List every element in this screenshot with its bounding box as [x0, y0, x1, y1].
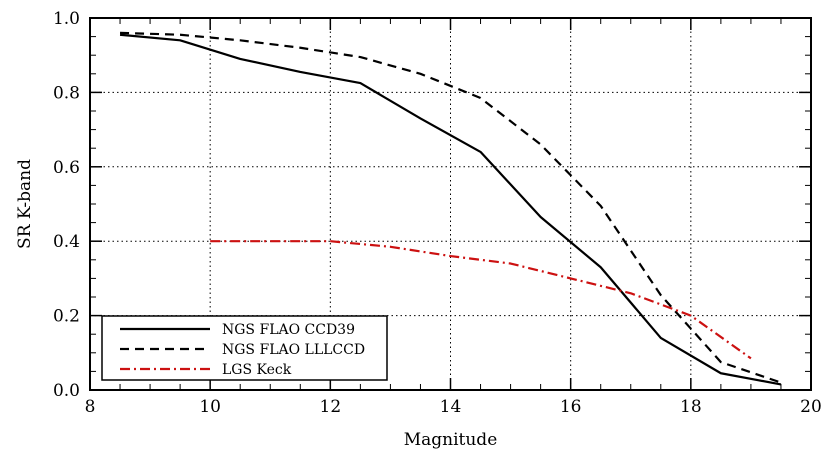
x-tick-label: 16 — [560, 397, 582, 417]
y-tick-label: 0.2 — [53, 307, 80, 327]
tick-labels: 8 10 12 14 16 18 20 0.0 0.2 0.4 0.6 0.8 1.0 — [53, 9, 822, 417]
series-line-1 — [119, 33, 782, 386]
grid-lines — [90, 18, 811, 390]
series-line-2 — [120, 31, 782, 384]
legend-items: NGS FLAO CCD39 NGS FLAO LLLCCD LGS Keck — [120, 322, 365, 378]
legend-label: NGS FLAO CCD39 — [222, 322, 355, 338]
x-tick-label: 12 — [320, 397, 342, 417]
x-tick-label: 14 — [440, 397, 462, 417]
y-axis-title: SR K-band — [15, 159, 35, 249]
series-lines — [119, 31, 782, 386]
x-tick-label: 20 — [800, 397, 822, 417]
legend: NGS FLAO CCD39 NGS FLAO LLLCCD LGS Keck — [101, 315, 388, 381]
legend-label: NGS FLAO LLLCCD — [222, 342, 365, 358]
x-tick-label: 18 — [680, 397, 702, 417]
y-tick-label: 0.8 — [53, 83, 80, 103]
y-tick-label: 0.4 — [53, 232, 80, 252]
x-axis-title: Magnitude — [404, 430, 498, 450]
legend-label: LGS Keck — [222, 362, 292, 378]
x-tick-label: 8 — [85, 397, 96, 417]
y-tick-label: 0.0 — [53, 381, 80, 401]
y-tick-label: 0.6 — [53, 158, 80, 178]
x-tick-label: 10 — [199, 397, 221, 417]
y-tick-label: 1.0 — [53, 9, 80, 29]
